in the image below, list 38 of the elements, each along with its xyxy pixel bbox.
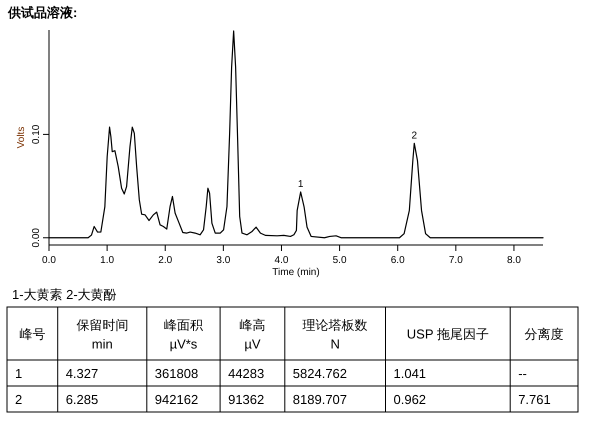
text: 1-大黄素 2-大黄酚 bbox=[12, 287, 117, 302]
x-tick-label: 0.0 bbox=[42, 255, 56, 266]
text: 1 bbox=[15, 366, 22, 381]
x-tick-label: 6.0 bbox=[390, 255, 406, 266]
category-label: 理论塔板数 N bbox=[302, 318, 368, 352]
x-tick-label: 2.0 bbox=[158, 255, 173, 266]
text: 5824.762 bbox=[292, 366, 348, 381]
category-label: 峰面积 µV*s bbox=[164, 318, 203, 352]
x-tick-label: 8.0 bbox=[506, 255, 522, 266]
x-tick-label: 1.0 bbox=[100, 255, 115, 266]
category-label: 保留时间 min bbox=[76, 318, 128, 352]
x-tick-label: 4.0 bbox=[274, 255, 289, 266]
text: 8189.707 bbox=[292, 392, 348, 407]
chart-title: 供试品溶液: bbox=[7, 5, 78, 20]
text: 1.041 bbox=[394, 366, 426, 381]
text: 0.962 bbox=[394, 392, 426, 407]
text: 7.761 bbox=[518, 392, 551, 407]
text: 44283 bbox=[228, 366, 264, 381]
category-label: 峰号 bbox=[19, 326, 46, 342]
category-label: USP 拖尾因子 bbox=[406, 326, 489, 342]
category-label: 峰高 µV bbox=[239, 318, 266, 352]
category-label: 分离度 bbox=[524, 326, 564, 342]
x-tick-label: 7.0 bbox=[448, 255, 464, 266]
x-tick-label: 3.0 bbox=[216, 255, 231, 266]
y-axis-title: Volts bbox=[16, 126, 27, 148]
y-tick-label: 0.00 bbox=[31, 228, 42, 248]
text: -- bbox=[518, 366, 527, 381]
y-tick-label: 0.10 bbox=[31, 124, 42, 144]
annotation: 1 bbox=[298, 178, 304, 190]
text: 6.285 bbox=[66, 392, 98, 407]
text: 2 bbox=[15, 392, 22, 407]
text: 361808 bbox=[154, 366, 198, 381]
x-axis-title: Time (min) bbox=[272, 267, 320, 278]
x-tick-label: 5.0 bbox=[332, 255, 347, 266]
text: 942162 bbox=[154, 392, 198, 407]
text: 4.327 bbox=[66, 366, 98, 381]
text: 91362 bbox=[228, 392, 264, 407]
annotation: 2 bbox=[411, 130, 418, 142]
